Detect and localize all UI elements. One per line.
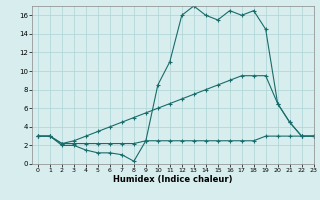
X-axis label: Humidex (Indice chaleur): Humidex (Indice chaleur) bbox=[113, 175, 233, 184]
